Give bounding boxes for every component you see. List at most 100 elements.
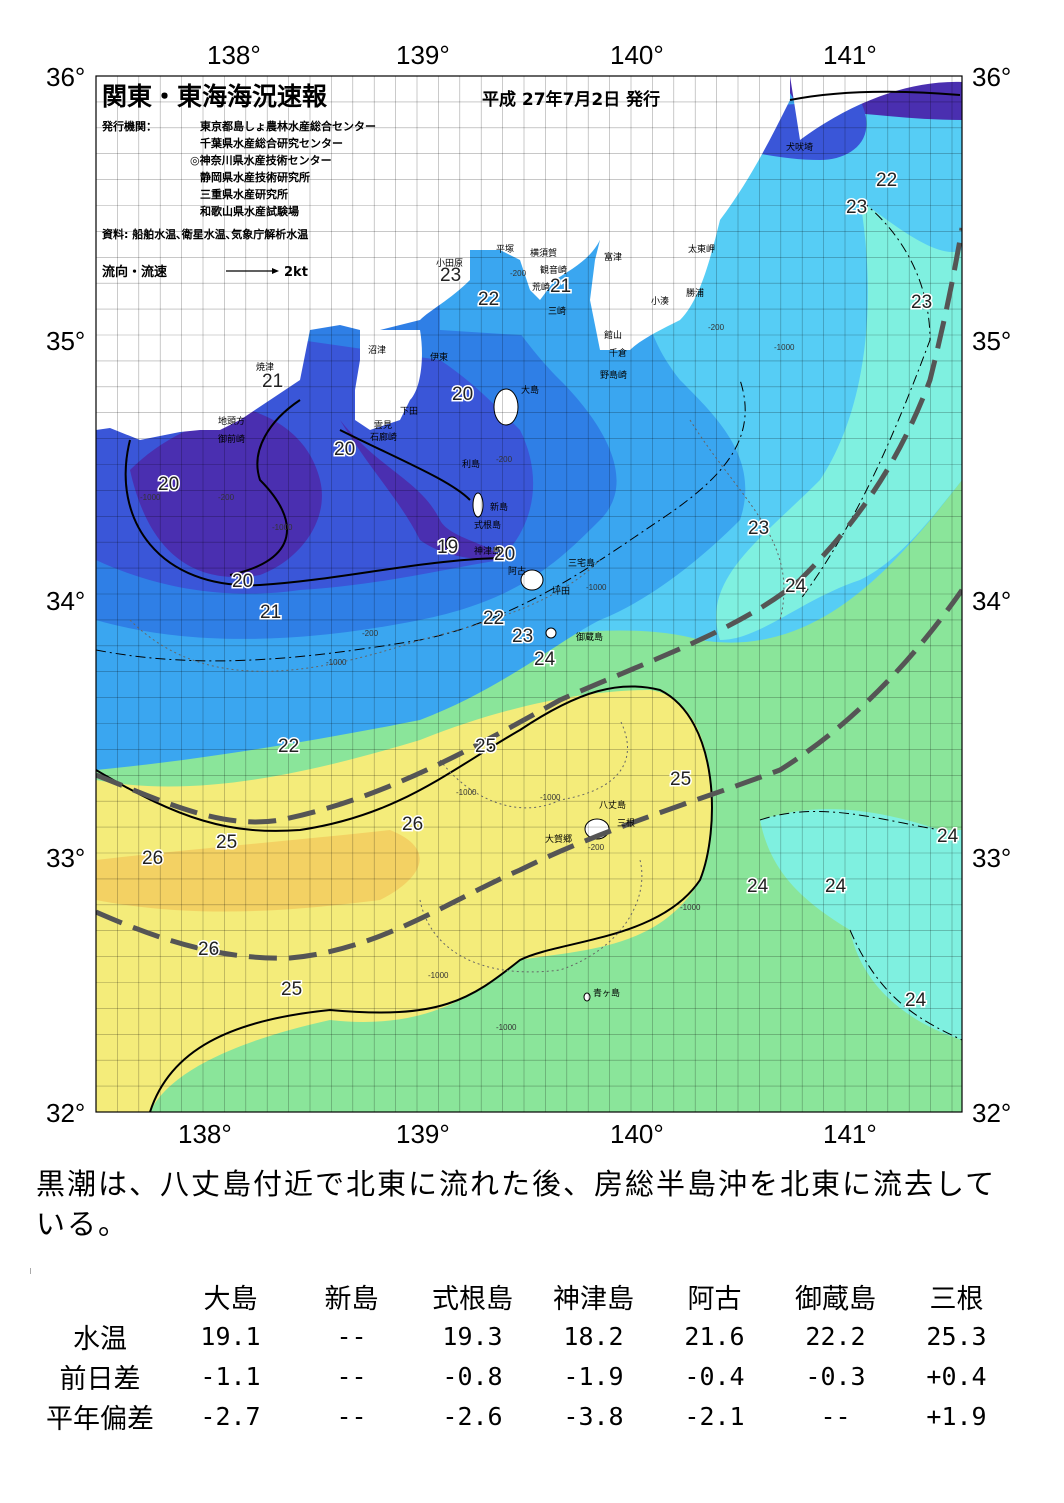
map-frame	[95, 75, 963, 1113]
isotherm-label: 20	[452, 384, 473, 405]
isotherm-labels: 19 20 20 20 20 20 21 21 21 22 22 22 22 2…	[141, 169, 961, 1013]
isotherm-label: 24	[937, 826, 959, 847]
isotherm-label: 23	[440, 265, 461, 286]
place-label: 利島	[462, 458, 480, 470]
depth-label: -1000	[680, 903, 701, 912]
depth-label: -1000	[428, 971, 449, 980]
place-label: 富津	[604, 251, 622, 263]
place-label: 御蔵島	[576, 631, 603, 643]
place-label: 石廊崎	[370, 431, 397, 443]
isotherm-label: 25	[216, 832, 237, 853]
table-cell: +1.9	[926, 1401, 987, 1431]
depth-label: -1000	[272, 523, 293, 532]
column-header: 神津島	[553, 1283, 634, 1315]
publisher-item: ◎神奈川県水産技術センター	[190, 153, 332, 167]
place-label: 横須賀	[530, 247, 557, 259]
table-cell: -1.9	[563, 1361, 624, 1391]
depth-label: -200	[496, 455, 513, 464]
lat-label: 35°	[46, 326, 85, 356]
lon-label: 139°	[396, 40, 450, 70]
isotherm-label: 26	[142, 848, 163, 869]
temperature-fill	[96, 76, 962, 1112]
table-cell: +0.4	[926, 1361, 987, 1391]
lon-label: 141°	[823, 1119, 877, 1149]
table-cell: 25.3	[926, 1321, 987, 1351]
isotherm-label: 20	[232, 571, 253, 592]
isotherm-label: 21	[260, 602, 281, 623]
table-cell: 19.1	[200, 1321, 261, 1351]
place-label: 勝浦	[686, 287, 704, 299]
isotherm-label: 24	[905, 990, 927, 1011]
place-label: 地頭方	[218, 415, 245, 427]
table-cell: -0.8	[442, 1361, 503, 1391]
map-title: 関東・東海海況速報	[102, 82, 328, 111]
place-label: 御前崎	[218, 433, 245, 445]
table-cell: -0.4	[684, 1361, 745, 1391]
table-row: 水温 19.1 -- 19.3 18.2 21.6 22.2 25.3	[30, 1316, 1017, 1356]
place-label: 伊東	[430, 351, 448, 363]
lon-label: 140°	[610, 40, 664, 70]
place-label: 野島崎	[600, 369, 627, 381]
place-label: 太東岬	[688, 243, 715, 255]
depth-label: -1000	[586, 583, 607, 592]
isotherm-label: 23	[748, 518, 769, 539]
place-label: 小湊	[651, 295, 669, 307]
lon-label: 138°	[207, 40, 261, 70]
row-header: 水温	[73, 1323, 127, 1355]
depth-label: -1000	[540, 793, 561, 802]
lat-label: 33°	[46, 843, 85, 873]
isotherm-label: 22	[478, 289, 499, 310]
row-header: 平年偏差	[46, 1403, 154, 1435]
place-label: 阿古	[508, 565, 526, 577]
place-label: 三崎	[548, 305, 566, 317]
isotherm-label: 24	[747, 876, 769, 897]
table-cell: 18.2	[563, 1321, 624, 1351]
lon-label: 139°	[396, 1119, 450, 1149]
table-cell: --	[336, 1361, 367, 1391]
place-label: 式根島	[474, 519, 501, 531]
table-header-row: 大島 新島 式根島 神津島 阿古 御蔵島 三根	[30, 1276, 1017, 1316]
lat-label: 34°	[972, 586, 1011, 616]
place-label: 青ヶ島	[593, 987, 620, 999]
isotherm-label: 22	[876, 170, 897, 191]
lat-labels-left: 36° 35° 34° 33° 32°	[46, 62, 85, 1128]
publisher-item: 静岡県水産技術研究所	[200, 170, 310, 184]
data-source: 資料: 船舶水温､衛星水温､気象庁解析水温	[102, 227, 308, 241]
table-corner	[30, 1276, 170, 1316]
isotherm-label: 25	[670, 769, 691, 790]
depth-label: -200	[510, 269, 527, 278]
place-label: 小田原	[436, 258, 463, 269]
water-temperature-table: 大島 新島 式根島 神津島 阿古 御蔵島 三根 水温 19.1 -- 19.3 …	[30, 1276, 1017, 1436]
table-cell: -2.7	[200, 1401, 261, 1431]
depth-label: -1000	[456, 788, 477, 797]
publisher-item: 三重県水産研究所	[200, 187, 288, 201]
place-label: 新島	[490, 501, 508, 513]
lat-label: 32°	[972, 1098, 1011, 1128]
lon-label: 138°	[178, 1119, 232, 1149]
table-cell: --	[820, 1401, 851, 1431]
lat-label: 35°	[972, 326, 1011, 356]
column-header: 式根島	[432, 1283, 513, 1315]
place-label: 坪田	[552, 586, 570, 597]
lon-labels-top: 138° 139° 140° 141°	[207, 40, 877, 70]
place-label: 犬吠埼	[786, 141, 813, 153]
isotherm-label: 26	[402, 814, 423, 835]
isotherm-label: 21	[550, 276, 571, 297]
depth-label: -200	[218, 493, 235, 502]
column-header: 阿古	[687, 1283, 742, 1315]
column-header: 新島	[324, 1283, 379, 1315]
place-label: 三宅島	[568, 557, 595, 569]
publisher-item: 千葉県水産総合研究センター	[200, 136, 343, 150]
lat-labels-right: 36° 35° 34° 33° 32°	[972, 62, 1011, 1128]
place-label: 館山	[604, 329, 622, 341]
publisher-item: 和歌山県水産試験場	[200, 204, 299, 218]
summary-text: 黒潮は、八丈島付近で北東に流れた後、房総半島沖を北東に流去している。	[36, 1167, 997, 1241]
map-grid	[96, 76, 962, 1112]
place-label: 焼津	[256, 362, 274, 373]
isotherm-label: 22	[278, 736, 299, 757]
isotherm-lines	[96, 90, 961, 1112]
row-header: 前日差	[59, 1363, 141, 1395]
divider-mark	[30, 1268, 31, 1274]
depth-label: -200	[708, 323, 725, 332]
table-cell: --	[336, 1321, 367, 1351]
